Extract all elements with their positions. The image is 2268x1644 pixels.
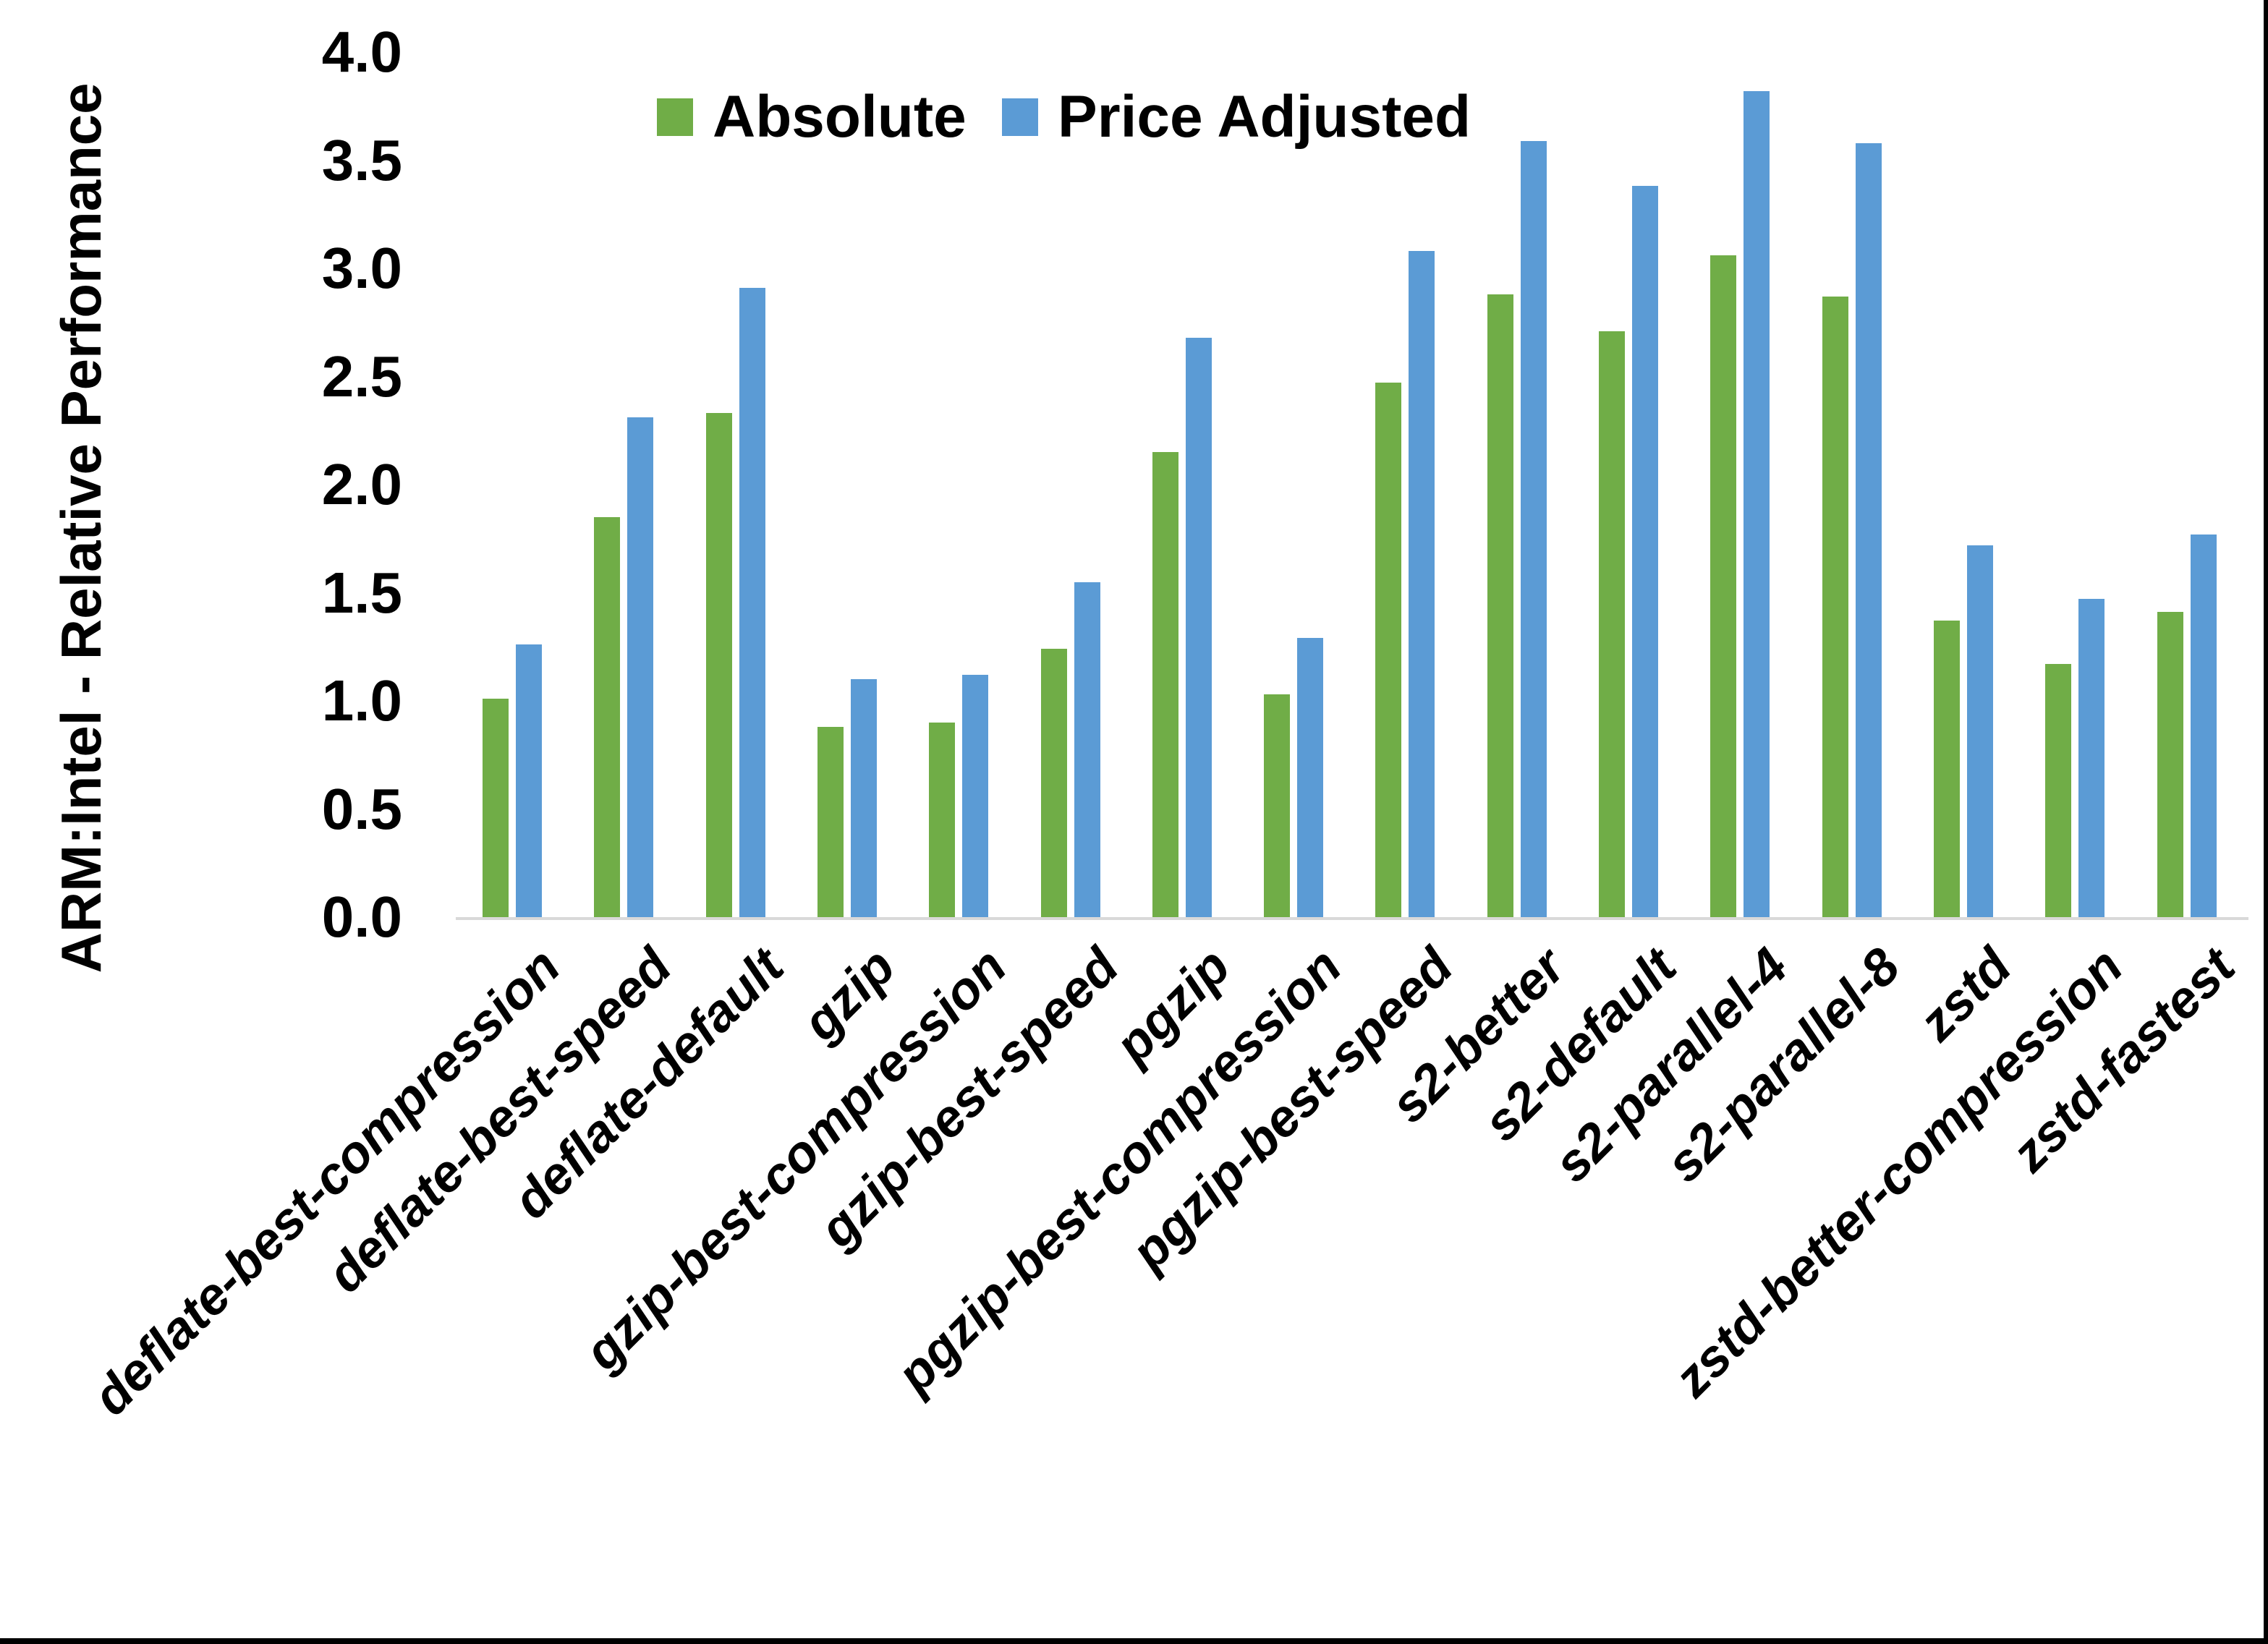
bar-absolute — [1487, 294, 1513, 917]
legend-swatch-absolute — [657, 98, 693, 136]
bar-absolute — [929, 723, 955, 917]
frame-border-bottom — [0, 1638, 2268, 1644]
bar-price-adjusted — [2078, 599, 2105, 917]
y-tick-label: 1.5 — [321, 560, 402, 625]
bar-absolute — [1934, 621, 1960, 917]
bar-price-adjusted — [962, 675, 988, 917]
bar-price-adjusted — [1074, 582, 1100, 917]
frame-border-right — [2264, 0, 2268, 1644]
bar-absolute — [483, 699, 509, 917]
bar-price-adjusted — [739, 288, 765, 917]
y-axis-title: ARM:Intel - Relative Performance — [49, 82, 113, 974]
y-tick-label: 0.5 — [321, 776, 402, 841]
bar-price-adjusted — [1967, 545, 1993, 917]
y-tick-label: 3.0 — [321, 236, 402, 300]
bar-absolute — [1822, 297, 1848, 917]
bar-absolute — [1264, 694, 1290, 917]
bar-absolute — [706, 413, 732, 917]
legend-swatch-price-adjusted — [1002, 98, 1038, 136]
bar-price-adjusted — [1521, 141, 1547, 917]
y-tick-label: 3.5 — [321, 127, 402, 192]
bar-absolute — [2045, 664, 2071, 917]
bar-absolute — [1041, 649, 1067, 917]
bar-price-adjusted — [627, 417, 653, 917]
bar-price-adjusted — [2191, 534, 2217, 917]
bar-price-adjusted — [1409, 251, 1435, 917]
legend-label: Price Adjusted — [1058, 84, 1471, 150]
bar-price-adjusted — [1186, 338, 1212, 917]
y-tick-label: 2.0 — [321, 452, 402, 516]
bar-absolute — [1152, 452, 1178, 917]
legend-label: Absolute — [713, 84, 967, 150]
bar-price-adjusted — [1297, 638, 1323, 917]
bar-absolute — [1599, 331, 1625, 917]
y-tick-label: 4.0 — [321, 20, 402, 84]
y-tick-label: 2.5 — [321, 344, 402, 409]
bar-price-adjusted — [1632, 186, 1658, 917]
bar-absolute — [1710, 255, 1736, 917]
bar-price-adjusted — [851, 679, 877, 917]
bar-absolute — [1375, 383, 1401, 917]
y-tick-label: 0.0 — [321, 885, 402, 949]
bar-price-adjusted — [1744, 91, 1770, 917]
bar-absolute — [2157, 612, 2183, 917]
y-tick-label: 1.0 — [321, 668, 402, 733]
bar-absolute — [594, 517, 620, 917]
bar-price-adjusted — [1856, 143, 1882, 917]
bar-price-adjusted — [516, 644, 542, 917]
x-axis-line — [456, 917, 2248, 920]
bar-absolute — [817, 727, 844, 917]
